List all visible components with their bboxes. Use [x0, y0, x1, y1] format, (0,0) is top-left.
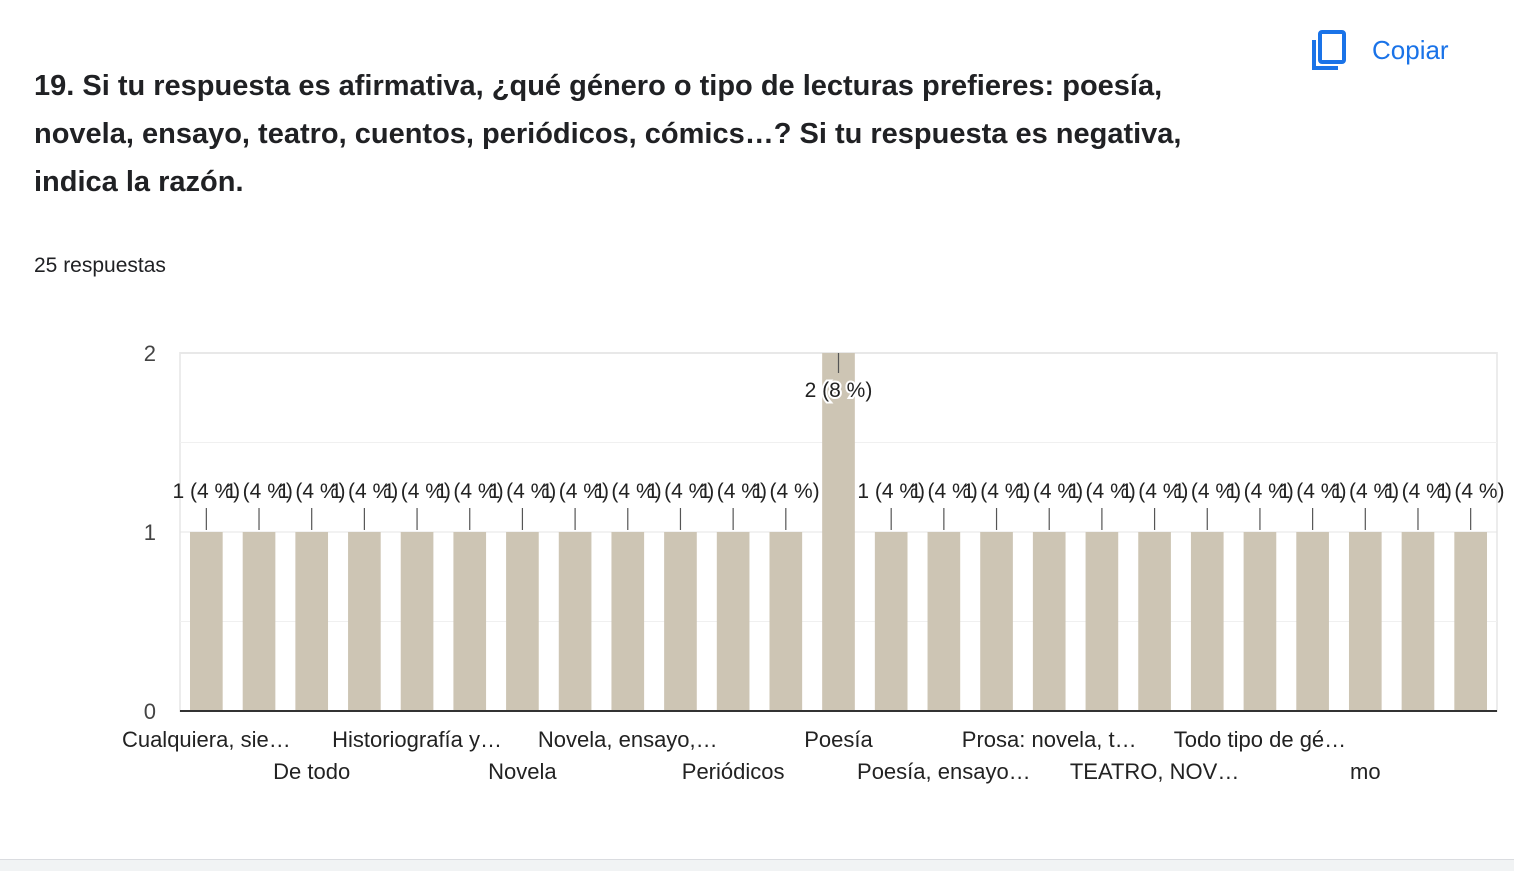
bar — [1190, 532, 1224, 711]
bar — [1348, 532, 1382, 711]
data-label: 1 (4 %) — [541, 480, 609, 503]
copy-button-label: Copiar — [1372, 34, 1449, 65]
bar — [1296, 532, 1329, 711]
bar — [1243, 532, 1277, 711]
x-tick-label: Novela, ensayo,… — [538, 727, 718, 752]
x-tick-label: Prosa: novela, t… — [962, 727, 1137, 752]
x-tick-label: Todo tipo de gé… — [1174, 727, 1346, 752]
bar — [1032, 532, 1066, 711]
x-tick-label: Poesía, ensayo… — [857, 759, 1031, 784]
data-label: 1 (4 %) — [436, 480, 504, 503]
x-tick-label: Cualquiera, sie… — [122, 727, 291, 752]
x-tick-label: TEATRO, NOV… — [1070, 759, 1240, 784]
x-tick-label: Periódicos — [682, 759, 785, 784]
copy-icon — [1310, 28, 1350, 72]
y-tick-label: 0 — [144, 699, 156, 724]
bar — [558, 532, 592, 711]
bar — [822, 353, 855, 711]
bottom-scrollbar-strip — [0, 859, 1514, 871]
bar — [716, 532, 750, 711]
bar — [295, 532, 329, 711]
data-label: 1 (4 %) — [489, 480, 557, 503]
bar — [611, 532, 645, 711]
data-label: 1 (4 %) — [278, 480, 346, 503]
data-label: 1 (4 %) — [752, 480, 820, 503]
bar — [453, 532, 487, 711]
bar — [1454, 532, 1487, 711]
bar — [348, 532, 381, 711]
bar — [1085, 532, 1119, 711]
data-label: 1 (4 %) — [331, 480, 399, 503]
bar — [769, 532, 803, 711]
bar — [400, 532, 434, 711]
bar — [980, 532, 1013, 711]
data-label: 1 (4 %) — [1331, 480, 1399, 503]
data-label: 1 (4 %) — [1015, 480, 1083, 503]
data-label: 1 (4 %) — [910, 480, 978, 503]
data-label: 1 (4 %) — [1173, 480, 1241, 503]
y-tick-label: 1 — [144, 520, 156, 545]
bar — [1401, 532, 1435, 711]
data-label: 1 (4 %) — [1384, 480, 1452, 503]
data-label: 1 (4 %) — [225, 480, 293, 503]
question-title: 19. Si tu respuesta es afirmativa, ¿qué … — [34, 70, 1182, 198]
bar — [1138, 532, 1171, 711]
bar — [242, 532, 276, 711]
data-label: 1 (4 %) — [699, 480, 767, 503]
bar — [874, 532, 908, 711]
bar — [664, 532, 697, 711]
data-label: 1 (4 %) — [1279, 480, 1347, 503]
x-tick-label: De todo — [273, 759, 350, 784]
data-label: 1 (4 %) — [1437, 480, 1505, 503]
x-tick-label: Novela — [488, 759, 557, 784]
response-count: 25 respuestas — [34, 254, 166, 277]
data-label: 1 (4 %) — [594, 480, 662, 503]
data-label: 1 (4 %) — [383, 480, 451, 503]
x-tick-label: mo — [1350, 759, 1381, 784]
data-label: 1 (4 %) — [963, 480, 1031, 503]
y-tick-label: 2 — [144, 341, 156, 366]
x-tick-label: Poesía — [804, 727, 873, 752]
bar — [927, 532, 961, 711]
bar — [190, 532, 223, 711]
x-tick-label: Historiografía y… — [332, 727, 502, 752]
data-label: 1 (4 %) — [1121, 480, 1189, 503]
data-label: 1 (4 %) — [1226, 480, 1294, 503]
data-label: 1 (4 %) — [647, 480, 715, 503]
data-label: 1 (4 %) — [1068, 480, 1136, 503]
data-label: 1 (4 %) — [172, 480, 240, 503]
data-label: 1 (4 %) — [857, 480, 925, 503]
bar — [506, 532, 539, 711]
data-label: 2 (8 %) — [805, 379, 873, 402]
copy-button[interactable]: Copiar — [1310, 26, 1449, 74]
